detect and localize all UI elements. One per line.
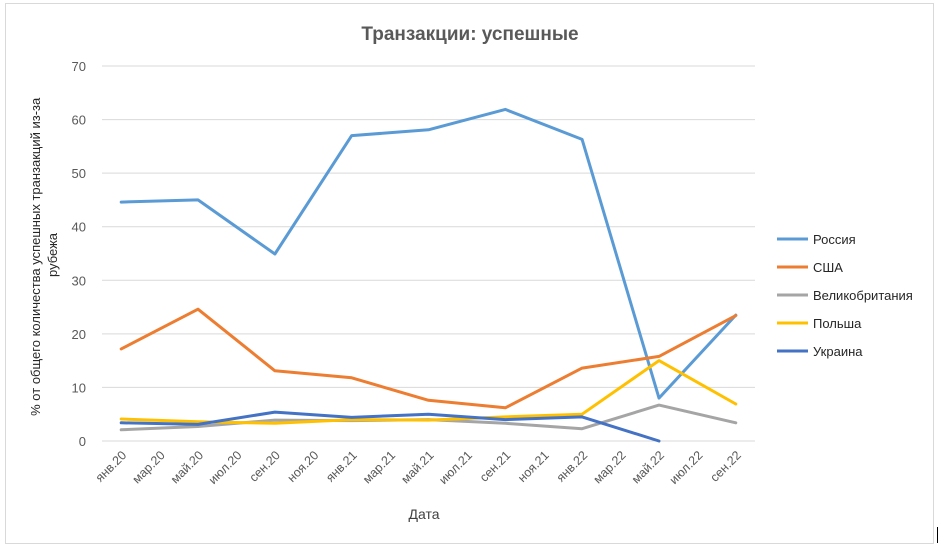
series-lines xyxy=(119,107,738,443)
x-tick-label: июл.20 xyxy=(206,448,245,487)
x-axis-label: Дата xyxy=(408,506,439,522)
x-tick-label: ноя.20 xyxy=(285,448,322,485)
series-line xyxy=(119,410,661,443)
x-tick-label: сен.20 xyxy=(247,448,283,484)
y-tick-label: 30 xyxy=(72,273,86,288)
x-tick-label: янв.20 xyxy=(93,448,130,485)
series-line xyxy=(119,359,738,425)
chart-title: Транзакции: успешные xyxy=(361,24,578,45)
series-line xyxy=(119,107,738,400)
gridlines xyxy=(102,65,755,442)
series-line xyxy=(119,307,738,410)
x-tick-label: май.21 xyxy=(399,448,437,486)
y-tick-label: 50 xyxy=(72,166,86,181)
x-tick-label: янв.22 xyxy=(554,448,591,485)
x-tick-label: мар.20 xyxy=(130,448,168,486)
y-tick-label: 0 xyxy=(79,434,86,449)
y-tick-label: 70 xyxy=(72,59,86,74)
x-tick-label: сен.21 xyxy=(477,448,513,484)
y-axis-label: % от общего количества успешных транзакц… xyxy=(28,94,60,416)
x-tick-label: май.20 xyxy=(168,448,206,486)
legend-label: Украина xyxy=(813,344,863,359)
x-tick-label: сен.22 xyxy=(708,448,744,484)
x-tick-label: июл.22 xyxy=(667,448,706,487)
legend-label: Россия xyxy=(813,232,856,247)
x-tick-label: мар.22 xyxy=(591,448,629,486)
legend-label: Великобритания xyxy=(813,288,913,303)
y-tick-label: 10 xyxy=(72,380,86,395)
y-axis-label-line-1: % от общего количества успешных транзакц… xyxy=(28,97,43,416)
x-tick-label: май.22 xyxy=(629,448,667,486)
y-axis-label-line-2: рубежа xyxy=(45,232,60,277)
y-tick-labels: 0 10 20 30 40 50 60 70 xyxy=(72,59,86,449)
x-tick-label: ноя.21 xyxy=(515,448,552,485)
x-tick-label: июл.21 xyxy=(436,448,475,487)
y-tick-label: 60 xyxy=(72,113,86,128)
legend-label: Польша xyxy=(813,316,862,331)
x-tick-label: мар.21 xyxy=(360,448,398,486)
x-tick-label: янв.21 xyxy=(323,448,360,485)
y-tick-label: 20 xyxy=(72,327,86,342)
chart-area xyxy=(5,3,934,544)
text-cursor xyxy=(937,527,938,543)
legend: Россия США Великобритания Польша Украина xyxy=(777,232,913,359)
legend-label: США xyxy=(813,260,843,275)
y-tick-label: 40 xyxy=(72,220,86,235)
x-tick-labels: янв.20 мар.20 май.20 июл.20 сен.20 ноя.20 янв.… xyxy=(93,448,744,487)
series-line xyxy=(119,403,738,432)
